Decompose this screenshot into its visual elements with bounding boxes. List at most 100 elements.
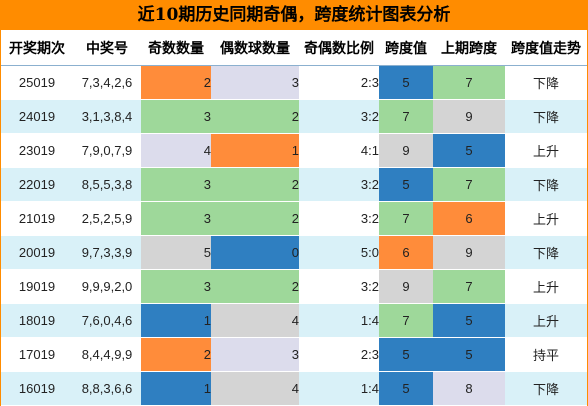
odd-count-cell: 2: [141, 65, 211, 100]
odd-count-cell: 3: [141, 269, 211, 304]
even-count-cell: 2: [211, 269, 299, 304]
prev-span-cell: 9: [433, 235, 505, 270]
odd-count-cell: 3: [141, 201, 211, 236]
table-row: 23019 7,9,0,7,9 4 1 4:1 9 5 上升: [1, 133, 587, 168]
numbers-cell: 8,5,5,3,8: [73, 167, 141, 202]
ratio-cell: 4:1: [299, 133, 379, 168]
prev-span-cell: 5: [433, 303, 505, 338]
odd-count-cell: 3: [141, 99, 211, 134]
page-title: 近10期历史同期奇偶，跨度统计图表分析: [1, 1, 587, 30]
ratio-cell: 3:2: [299, 99, 379, 134]
issue-cell: 23019: [1, 133, 73, 168]
odd-count-cell: 3: [141, 167, 211, 202]
issue-cell: 22019: [1, 167, 73, 202]
trend-cell: 上升: [505, 201, 587, 236]
header-issue: 开奖期次: [1, 30, 73, 66]
prev-span-cell: 5: [433, 337, 505, 372]
numbers-cell: 7,6,0,4,6: [73, 303, 141, 338]
trend-cell: 下降: [505, 167, 587, 202]
prev-span-cell: 8: [433, 371, 505, 406]
prev-span-cell: 7: [433, 167, 505, 202]
header-ratio: 奇偶数比例: [299, 30, 379, 66]
issue-cell: 17019: [1, 337, 73, 372]
table-row: 22019 8,5,5,3,8 3 2 3:2 5 7 下降: [1, 167, 587, 202]
numbers-cell: 2,5,2,5,9: [73, 201, 141, 236]
issue-cell: 18019: [1, 303, 73, 338]
ratio-cell: 5:0: [299, 235, 379, 270]
ratio-cell: 1:4: [299, 303, 379, 338]
table-row: 25019 7,3,4,2,6 2 3 2:3 5 7 下降: [1, 65, 587, 100]
issue-cell: 16019: [1, 371, 73, 406]
even-count-cell: 3: [211, 337, 299, 372]
numbers-cell: 8,8,3,6,6: [73, 371, 141, 406]
even-count-cell: 2: [211, 99, 299, 134]
ratio-cell: 2:3: [299, 337, 379, 372]
numbers-cell: 9,7,3,3,9: [73, 235, 141, 270]
prev-span-cell: 6: [433, 201, 505, 236]
numbers-cell: 7,9,0,7,9: [73, 133, 141, 168]
trend-cell: 下降: [505, 371, 587, 406]
issue-cell: 25019: [1, 65, 73, 100]
header-row: 开奖期次 中奖号 奇数数量 偶数球数量 奇偶数比例 跨度值 上期跨度 跨度值走势: [1, 30, 587, 66]
prev-span-cell: 7: [433, 65, 505, 100]
odd-count-cell: 5: [141, 235, 211, 270]
prev-span-cell: 9: [433, 99, 505, 134]
odd-count-cell: 4: [141, 133, 211, 168]
prev-span-cell: 5: [433, 133, 505, 168]
span-cell: 6: [379, 235, 433, 270]
issue-cell: 20019: [1, 235, 73, 270]
trend-cell: 上升: [505, 303, 587, 338]
table-row: 16019 8,8,3,6,6 1 4 1:4 5 8 下降: [1, 371, 587, 406]
stats-table: 开奖期次 中奖号 奇数数量 偶数球数量 奇偶数比例 跨度值 上期跨度 跨度值走势…: [1, 30, 587, 406]
issue-cell: 21019: [1, 201, 73, 236]
odd-count-cell: 1: [141, 303, 211, 338]
span-cell: 7: [379, 303, 433, 338]
header-odd-count: 奇数数量: [141, 30, 211, 66]
ratio-cell: 3:2: [299, 269, 379, 304]
prev-span-cell: 7: [433, 269, 505, 304]
span-cell: 9: [379, 269, 433, 304]
ratio-cell: 1:4: [299, 371, 379, 406]
even-count-cell: 4: [211, 371, 299, 406]
table-row: 24019 3,1,3,8,4 3 2 3:2 7 9 下降: [1, 99, 587, 134]
header-numbers: 中奖号: [73, 30, 141, 66]
table-row: 21019 2,5,2,5,9 3 2 3:2 7 6 上升: [1, 201, 587, 236]
numbers-cell: 9,9,9,2,0: [73, 269, 141, 304]
span-cell: 5: [379, 65, 433, 100]
span-cell: 7: [379, 99, 433, 134]
table-row: 20019 9,7,3,3,9 5 0 5:0 6 9 下降: [1, 235, 587, 270]
even-count-cell: 4: [211, 303, 299, 338]
even-count-cell: 2: [211, 201, 299, 236]
ratio-cell: 2:3: [299, 65, 379, 100]
issue-cell: 24019: [1, 99, 73, 134]
even-count-cell: 0: [211, 235, 299, 270]
odd-count-cell: 1: [141, 371, 211, 406]
table-row: 17019 8,4,4,9,9 2 3 2:3 5 5 持平: [1, 337, 587, 372]
header-prev-span: 上期跨度: [433, 30, 505, 66]
span-cell: 5: [379, 371, 433, 406]
header-span: 跨度值: [379, 30, 433, 66]
ratio-cell: 3:2: [299, 167, 379, 202]
span-cell: 5: [379, 337, 433, 372]
even-count-cell: 2: [211, 167, 299, 202]
odd-count-cell: 2: [141, 337, 211, 372]
span-cell: 5: [379, 167, 433, 202]
numbers-cell: 8,4,4,9,9: [73, 337, 141, 372]
numbers-cell: 7,3,4,2,6: [73, 65, 141, 100]
header-even-count: 偶数球数量: [211, 30, 299, 66]
trend-cell: 下降: [505, 65, 587, 100]
ratio-cell: 3:2: [299, 201, 379, 236]
table-row: 18019 7,6,0,4,6 1 4 1:4 7 5 上升: [1, 303, 587, 338]
trend-cell: 上升: [505, 133, 587, 168]
table-row: 19019 9,9,9,2,0 3 2 3:2 9 7 上升: [1, 269, 587, 304]
span-cell: 7: [379, 201, 433, 236]
header-trend: 跨度值走势: [505, 30, 587, 66]
issue-cell: 19019: [1, 269, 73, 304]
trend-cell: 下降: [505, 99, 587, 134]
even-count-cell: 3: [211, 65, 299, 100]
trend-cell: 持平: [505, 337, 587, 372]
numbers-cell: 3,1,3,8,4: [73, 99, 141, 134]
span-cell: 9: [379, 133, 433, 168]
trend-cell: 上升: [505, 269, 587, 304]
